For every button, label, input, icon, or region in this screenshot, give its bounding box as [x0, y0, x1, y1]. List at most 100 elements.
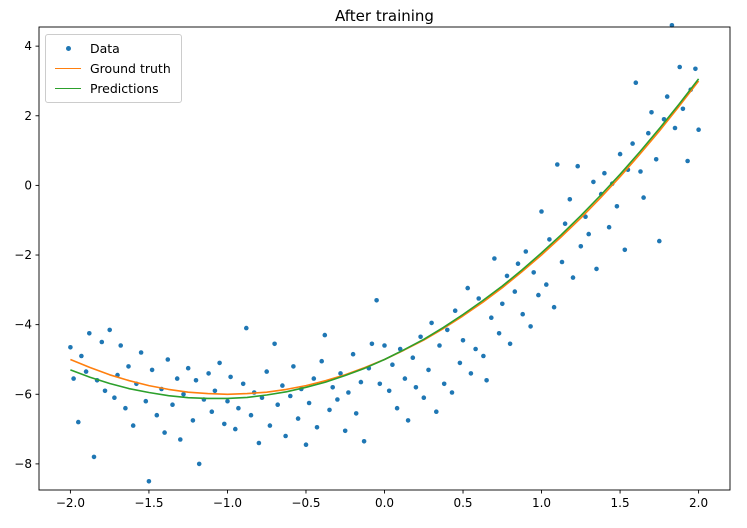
scatter-point — [586, 231, 591, 237]
scatter-point — [528, 324, 533, 329]
scatter-point — [649, 110, 654, 115]
scatter-point — [523, 249, 529, 254]
scatter-point — [507, 341, 513, 347]
scatter-point — [228, 374, 233, 380]
scatter-point — [512, 289, 518, 294]
y-tick-label: 4 — [24, 39, 32, 53]
scatter-point — [68, 345, 73, 350]
scatter-point — [484, 378, 489, 383]
scatter-point — [212, 388, 218, 394]
scatter-point — [353, 411, 359, 416]
scatter-point — [118, 343, 123, 348]
scatter-point — [680, 106, 686, 112]
scatter-point — [222, 421, 227, 427]
scatter-point — [102, 388, 108, 394]
scatter-point — [570, 275, 576, 280]
scatter-point — [382, 343, 387, 348]
scatter-point — [181, 392, 186, 397]
scatter-point — [476, 296, 482, 301]
chart-title: After training — [335, 7, 434, 25]
scatter-point — [405, 418, 411, 423]
scatter-point — [350, 351, 356, 357]
scatter-point — [594, 266, 599, 272]
legend-entry-data: Data — [54, 41, 171, 56]
scatter-point — [335, 397, 340, 402]
scatter-point — [452, 308, 458, 314]
scatter-point — [536, 292, 541, 298]
legend-label: Predictions — [90, 81, 159, 96]
x-tick-label: −0.5 — [291, 496, 320, 510]
scatter-point — [259, 395, 265, 401]
scatter-point — [130, 423, 136, 428]
x-tick-label: 1.0 — [532, 496, 551, 510]
scatter-point — [421, 395, 427, 401]
scatter-point — [295, 416, 301, 421]
scatter-point — [369, 341, 375, 347]
scatter-point — [622, 247, 628, 253]
scatter-point — [614, 204, 620, 209]
scatter-point — [361, 439, 367, 444]
scatter-point — [606, 224, 612, 230]
scatter-point — [617, 151, 623, 157]
scatter-point — [209, 409, 215, 415]
scatter-point — [126, 364, 131, 369]
scatter-point — [236, 405, 241, 411]
legend-label: Ground truth — [90, 61, 171, 76]
legend-line-marker — [54, 88, 82, 89]
scatter-point — [397, 346, 403, 352]
scatter-point — [677, 64, 682, 70]
x-tick-label: −2.0 — [56, 496, 85, 510]
scatter-point — [515, 261, 521, 267]
scatter-point — [669, 23, 675, 28]
scatter-point — [544, 282, 549, 287]
scatter-point — [567, 197, 573, 202]
scatter-point — [138, 350, 144, 355]
scatter-point — [664, 94, 670, 99]
scatter-point — [481, 353, 486, 359]
scatter-point — [154, 412, 160, 418]
x-tick-label: 0.0 — [375, 496, 394, 510]
scatter-point — [468, 371, 474, 376]
scatter-point — [602, 170, 607, 176]
x-tick-label: 0.5 — [453, 496, 472, 510]
y-axis: −8 −6 −4 −2 0 2 4 — [14, 39, 39, 471]
scatter-point — [492, 256, 497, 261]
y-tick-label: −6 — [14, 387, 32, 401]
scatter-point — [394, 405, 400, 411]
scatter-point — [112, 395, 117, 401]
scatter-point — [248, 412, 254, 418]
scatter-point — [410, 355, 416, 361]
scatter-point — [233, 426, 238, 432]
scatter-point — [83, 369, 89, 374]
scatter-point — [346, 390, 351, 395]
scatter-point — [267, 423, 273, 428]
scatter-point — [559, 259, 565, 265]
x-tick-label: 2.0 — [689, 496, 708, 510]
legend-label: Data — [90, 41, 120, 56]
scatter-point — [165, 357, 171, 362]
scatter-point — [146, 479, 152, 484]
predictions-line — [70, 78, 700, 400]
scatter-point — [193, 378, 199, 383]
scatter-point — [500, 301, 505, 307]
scatter-point — [547, 237, 552, 242]
scatter-point — [306, 400, 312, 406]
scatter-point — [342, 428, 348, 434]
scatter-point — [225, 398, 230, 404]
scatter-point — [646, 130, 651, 136]
scatter-point — [87, 331, 92, 336]
scatter-point — [71, 376, 76, 381]
scatter-point — [575, 163, 580, 169]
scatter-point — [283, 433, 288, 439]
scatter-point — [489, 315, 494, 321]
legend-entry-ground-truth: Ground truth — [54, 61, 171, 76]
scatter-point — [275, 402, 281, 408]
scatter-point — [390, 362, 395, 368]
scatter-point — [402, 376, 408, 381]
scatter-point — [413, 385, 419, 390]
data-scatter — [68, 23, 701, 484]
scatter-point — [303, 442, 309, 448]
scatter-point — [79, 353, 84, 359]
scatter-point — [170, 402, 175, 408]
scatter-point — [143, 398, 149, 404]
